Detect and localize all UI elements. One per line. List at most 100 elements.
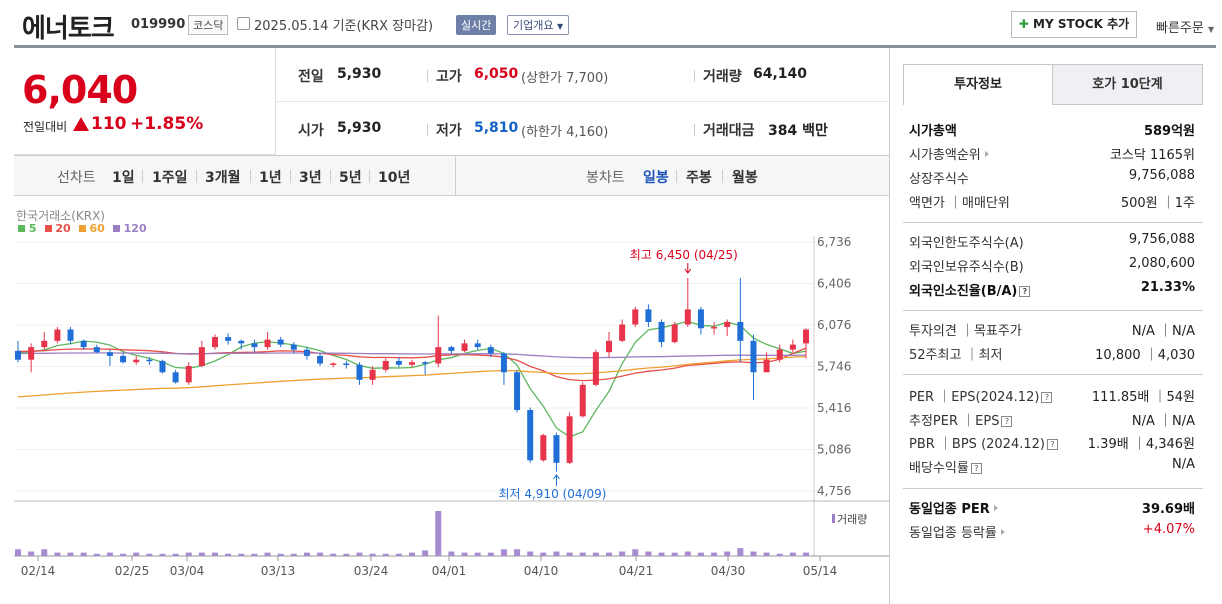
quick-order-button[interactable]: 빠른주문 ▼ <box>1156 17 1214 36</box>
candle-body <box>212 337 218 348</box>
volume-bar <box>41 549 48 556</box>
candle-body <box>619 324 626 341</box>
candle-body <box>422 362 429 364</box>
panel-divider <box>889 48 890 604</box>
candle-body <box>238 340 245 344</box>
chevron-down-icon: ▼ <box>556 22 564 31</box>
candle-body <box>500 353 507 373</box>
volume-bar <box>212 552 218 556</box>
info-key: PBR ｜BPS (2024.12)? <box>909 433 1058 452</box>
range-1y[interactable]: 1년 <box>259 170 282 186</box>
line-chart-label[interactable]: 선차트 <box>57 170 96 186</box>
volume-bar <box>409 552 415 556</box>
volume-bar <box>369 553 376 556</box>
divider <box>722 170 723 183</box>
volume-bar <box>133 552 140 556</box>
y-tick-label: 6,076 <box>817 318 851 332</box>
info-row[interactable]: 동일업종 등락률 +4.07% <box>909 522 1195 546</box>
range-3y[interactable]: 3년 <box>299 170 322 186</box>
info-value: 1.39배 ｜4,346원 <box>1087 437 1195 452</box>
volume-bar <box>172 553 179 556</box>
period-daily[interactable]: 일봉 <box>643 170 669 186</box>
ma-line-5 <box>17 320 807 438</box>
candle-body <box>343 363 350 365</box>
candle-body <box>553 435 560 463</box>
divider <box>427 124 428 136</box>
info-value: 2,080,600 <box>1128 256 1195 271</box>
x-tick-label: 04/30 <box>711 564 746 578</box>
candle-body <box>606 340 612 353</box>
info-row: 외국인보유주식수(B) 2,080,600 <box>909 256 1195 280</box>
section-divider <box>903 310 1203 311</box>
candle-body <box>697 309 704 329</box>
range-1d[interactable]: 1일 <box>112 170 135 186</box>
section-divider <box>903 488 1203 489</box>
high-label: 고가 <box>436 69 462 85</box>
candle-body <box>120 355 127 363</box>
candle-body <box>448 347 455 351</box>
info-value: 589억원 <box>1143 124 1195 139</box>
volume-bar <box>106 552 113 556</box>
candle-body <box>461 343 468 351</box>
candle-body <box>251 343 258 348</box>
divider <box>676 170 677 183</box>
ma-line-60 <box>17 355 807 398</box>
change-amount: 110 <box>91 114 127 134</box>
trade-value-label: 거래대금 <box>703 123 755 139</box>
market-badge: 코스닥 <box>188 15 229 35</box>
stats-bottom-border <box>14 155 890 156</box>
range-3m[interactable]: 3개월 <box>205 170 241 186</box>
candle-body <box>225 337 232 341</box>
ma-legend-120: 120 <box>112 222 147 235</box>
info-row[interactable]: 시가총액순위 코스닥 1165위 <box>909 144 1195 168</box>
candle-body <box>330 363 337 365</box>
volume-bar <box>435 511 442 556</box>
stats-divider <box>277 101 889 102</box>
candle-body <box>776 349 783 360</box>
up-arrow-icon <box>73 117 89 131</box>
period-monthly[interactable]: 월봉 <box>732 170 758 186</box>
chart-toolbar <box>14 156 890 196</box>
info-value: 9,756,088 <box>1128 168 1195 183</box>
header-divider <box>14 45 1216 48</box>
realtime-button[interactable]: 실시간 <box>456 15 497 35</box>
help-icon[interactable]: ? <box>1019 286 1031 297</box>
x-tick-label: 02/14 <box>21 564 56 578</box>
volume-bar <box>198 552 205 556</box>
y-tick-label: 6,736 <box>817 235 851 249</box>
volume-bar <box>317 552 324 556</box>
volume-bar <box>671 552 678 556</box>
my-stock-add-button[interactable]: ✚ MY STOCK 추가 <box>1011 11 1137 38</box>
chart-source: 한국거래소(KRX) <box>16 209 105 223</box>
arrow-right-icon <box>984 151 989 157</box>
range-10y[interactable]: 10년 <box>378 170 411 186</box>
candle-body <box>146 359 153 362</box>
company-overview-button[interactable]: 기업개요 ▼ <box>507 15 570 35</box>
period-weekly[interactable]: 주봉 <box>686 170 712 186</box>
volume-bar <box>803 552 809 556</box>
candle-chart-label[interactable]: 봉차트 <box>586 170 625 186</box>
candle-body <box>632 309 639 325</box>
help-icon[interactable]: ? <box>1001 416 1013 427</box>
y-tick-label: 4,756 <box>817 484 851 498</box>
candle-body <box>264 339 271 348</box>
candle-body <box>54 329 61 341</box>
help-icon[interactable]: ? <box>1041 392 1053 403</box>
company-overview-label: 기업개요 <box>513 19 554 32</box>
candle-body <box>737 321 744 341</box>
help-icon[interactable]: ? <box>1046 439 1058 450</box>
ma-line-20 <box>17 347 807 382</box>
x-tick-label: 03/13 <box>261 564 296 578</box>
help-icon[interactable]: ? <box>970 463 982 474</box>
volume-bar <box>553 551 560 556</box>
volume-value: 64,140 <box>753 66 808 82</box>
tab-investment-info[interactable]: 투자정보 <box>903 64 1053 105</box>
candle-body <box>789 344 796 350</box>
info-row: PER ｜EPS(2024.12)? 111.85배 ｜54원 <box>909 386 1195 410</box>
divider <box>427 70 428 82</box>
range-1w[interactable]: 1주일 <box>152 170 188 186</box>
price-chart[interactable]: 6,736 6,406 6,076 5,746 5,416 5,086 4,756 최고 6,… <box>0 0 890 604</box>
info-row[interactable]: 동일업종 PER 39.69배 <box>909 498 1195 522</box>
tab-order-book[interactable]: 호가 10단계 <box>1052 64 1203 105</box>
range-5y[interactable]: 5년 <box>339 170 362 186</box>
